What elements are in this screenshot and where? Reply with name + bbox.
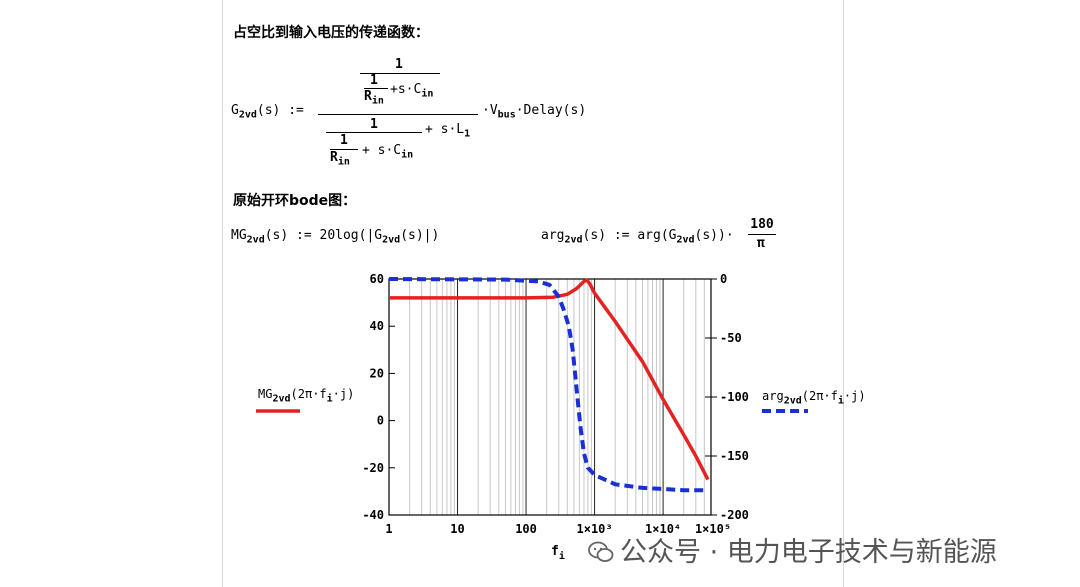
heading-bode: 原始开环bode图： (233, 193, 357, 209)
formula-rhs-sub: bus (497, 109, 516, 121)
formula-arg-sub: 2vd (564, 234, 583, 246)
legend-magnitude: MG2vd(2π·fi·j) (258, 387, 354, 404)
formula-mg-def-sub: 2vd (382, 234, 401, 246)
x-tick-label: 1 (385, 522, 392, 536)
y-left-tick-label: 40 (370, 319, 384, 333)
y-right-tick-label: -50 (720, 331, 742, 345)
num-inner-den: R (364, 89, 372, 104)
legend-mg: MG (258, 387, 273, 401)
y-right-tick-label: -150 (720, 449, 749, 463)
formula-arg-def-sub: 2vd (676, 234, 695, 246)
formula-mg2vd: MG2vd(s) := 20log(|G2vd(s)|) (231, 228, 439, 246)
den-bottom-tail: + s·C (362, 143, 402, 158)
den-bottom-r-sub: in (337, 156, 350, 168)
formula-g2vd-lhs-arg: (s) := (256, 103, 304, 118)
x-axis-label-main: f (551, 544, 559, 559)
num-inner-tail-sub: in (421, 88, 434, 100)
formula-arg: arg (541, 228, 565, 243)
den-bottom-r: R (330, 150, 338, 165)
formula-arg2vd: arg2vd(s) := arg(G2vd(s))· (541, 228, 734, 246)
formula-g2vd-lhs: G (231, 103, 239, 118)
legend-mg-tail-sub: i (326, 393, 333, 405)
x-axis-label: fi (551, 544, 565, 562)
series-magnitude-line (389, 278, 710, 481)
legend-arg: arg (762, 389, 784, 403)
legend-phase: arg2vd(2π·fi·j) (762, 389, 866, 406)
legend-arg-tail: (2π·f (801, 389, 838, 403)
formula-180-over-pi: 180 (748, 217, 776, 232)
formula-mg-sub: 2vd (246, 234, 265, 246)
y-right-tick-label: -100 (720, 390, 749, 404)
series-phase-line (388, 277, 708, 493)
watermark: 公众号 · 电力电子技术与新能源 (588, 530, 997, 569)
legend-mg-tail: (2π·f (290, 387, 327, 401)
legend-mg-end: ·j) (332, 387, 355, 401)
watermark-text: 公众号 · 电力电子技术与新能源 (620, 537, 997, 568)
legend-arg-end: ·j) (843, 389, 866, 403)
y-left-tick-label: 60 (370, 272, 384, 286)
y-left-tick-label: -20 (362, 461, 384, 475)
formula-rhs: ·V (482, 103, 498, 118)
x-tick-label: 1×10⁴ (645, 522, 681, 536)
x-tick-label: 100 (515, 522, 537, 536)
x-tick-label: 1×10⁵ (695, 522, 731, 536)
y-right-tick-label: 0 (720, 272, 727, 286)
num-inner-den-sub: in (371, 95, 384, 107)
formula-mg-def-tail: (s)|) (400, 228, 440, 243)
x-axis-label-sub: i (559, 550, 565, 562)
num-inner-one: 1 (370, 73, 378, 88)
y-left-tick-label: 20 (370, 366, 384, 380)
legend-mg-sub: 2vd (272, 393, 291, 405)
y-right-tick-label: -200 (720, 508, 749, 522)
formula-mg-def: (s) := 20log(|G (264, 228, 383, 243)
x-tick-label: 1×10³ (577, 522, 613, 536)
wechat-icon (588, 541, 614, 562)
heading-transfer-function: 占空比到输入电压的传递函数： (233, 25, 429, 41)
num-top: 1 (395, 57, 403, 72)
frac-den: π (757, 236, 765, 251)
legend-arg-tail-sub: i (837, 395, 844, 407)
formula-mg: MG (231, 228, 247, 243)
num-inner-tail: +s·C (390, 82, 422, 97)
den-bottom-tail-sub: in (401, 149, 414, 161)
den-inner-tail: + s·L (425, 122, 465, 137)
formula-arg-def: (s) := arg(G (582, 228, 677, 243)
x-tick-label: 10 (450, 522, 464, 536)
den-inner-tail-sub: 1 (464, 128, 471, 140)
legend-arg-sub: 2vd (783, 395, 802, 407)
den-one: 1 (370, 117, 378, 132)
formula-rhs-tail: ·Delay(s) (515, 103, 587, 118)
y-left-tick-label: -40 (362, 508, 384, 522)
frac-num: 180 (750, 217, 774, 232)
formula-arg-def-tail: (s))· (694, 228, 734, 243)
y-left-tick-label: 0 (377, 414, 384, 428)
formula-g2vd-lhs-sub: 2vd (238, 109, 257, 121)
